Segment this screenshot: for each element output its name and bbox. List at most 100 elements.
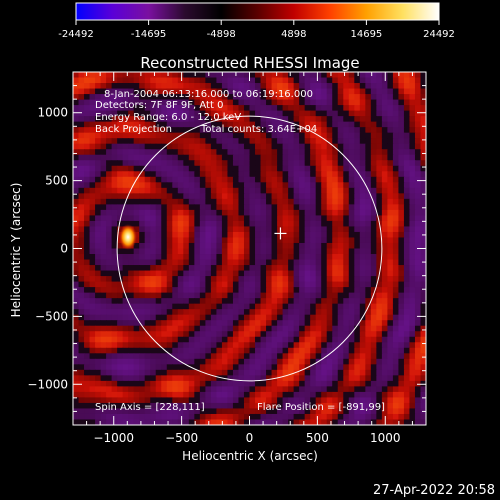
heatmap-cell <box>139 375 146 382</box>
heatmap-cell <box>221 386 229 393</box>
heatmap-cell <box>293 413 300 421</box>
heatmap-cell <box>238 364 245 371</box>
heatmap-cell <box>381 320 388 327</box>
heatmap-cell <box>304 72 311 79</box>
heatmap-cell <box>122 143 129 150</box>
heatmap-cell <box>221 237 229 244</box>
heatmap-cell <box>249 226 256 233</box>
heatmap-cell <box>188 165 195 172</box>
heatmap-cell <box>299 254 306 261</box>
heatmap-cell <box>210 298 218 305</box>
heatmap-cell <box>398 165 405 172</box>
heatmap-cell <box>348 391 355 399</box>
heatmap-cell <box>100 226 107 233</box>
heatmap-cell <box>106 413 113 421</box>
heatmap-cell <box>161 160 168 167</box>
heatmap-cell <box>84 358 91 365</box>
heatmap-cell <box>260 215 267 222</box>
heatmap-cell <box>150 369 157 376</box>
heatmap-cell <box>266 292 273 299</box>
heatmap-cell <box>133 331 140 338</box>
heatmap-cell <box>260 254 267 261</box>
heatmap-cell <box>304 99 311 106</box>
heatmap-cell <box>249 72 256 79</box>
heatmap-cell <box>78 193 85 200</box>
heatmap-cell <box>133 193 140 200</box>
heatmap-cell <box>392 342 400 349</box>
heatmap-cell <box>227 143 234 150</box>
heatmap-cell <box>343 176 350 183</box>
heatmap-cell <box>205 402 212 410</box>
heatmap-cell <box>227 198 234 205</box>
heatmap-cell <box>293 342 300 349</box>
heatmap-cell <box>122 132 129 139</box>
heatmap-cell <box>266 391 273 399</box>
heatmap-cell <box>304 380 311 387</box>
heatmap-cell <box>255 160 262 167</box>
heatmap-cell <box>111 309 118 316</box>
heatmap-cell <box>78 99 85 106</box>
heatmap-cell <box>221 127 229 134</box>
heatmap-cell <box>133 105 140 112</box>
heatmap-cell <box>343 309 350 316</box>
heatmap-cell <box>172 209 179 217</box>
heatmap-cell <box>128 369 135 376</box>
heatmap-cell <box>266 209 273 217</box>
heatmap-cell <box>117 353 124 360</box>
heatmap-cell <box>128 88 135 95</box>
heatmap-cell <box>332 176 339 183</box>
heatmap-cell <box>122 364 129 371</box>
heatmap-cell <box>271 419 278 425</box>
heatmap-cell <box>232 259 240 266</box>
heatmap-cell <box>117 331 124 338</box>
heatmap-cell <box>199 309 206 316</box>
heatmap-cell <box>172 287 179 294</box>
heatmap-cell <box>409 391 416 399</box>
heatmap-cell <box>348 281 355 288</box>
heatmap-cell <box>387 265 394 272</box>
heatmap-cell <box>177 364 184 371</box>
heatmap-cell <box>266 342 273 349</box>
heatmap-cell <box>166 419 173 425</box>
heatmap-cell <box>260 347 267 354</box>
heatmap-cell <box>304 298 311 305</box>
heatmap-cell <box>139 397 146 404</box>
heatmap-cell <box>194 171 201 178</box>
heatmap-cell <box>150 209 157 217</box>
heatmap-cell <box>84 270 91 277</box>
heatmap-cell <box>299 276 306 283</box>
heatmap-cell <box>299 88 306 95</box>
heatmap-cell <box>403 127 411 134</box>
heatmap-cell <box>238 276 245 283</box>
heatmap-cell <box>100 242 107 250</box>
heatmap-cell <box>376 248 383 255</box>
heatmap-cell <box>277 408 284 415</box>
heatmap-cell <box>304 292 311 299</box>
heatmap-cell <box>243 110 251 117</box>
heatmap-cell <box>365 193 372 200</box>
heatmap-cell <box>122 127 129 134</box>
heatmap-cell <box>166 364 173 371</box>
heatmap-cell <box>89 386 96 393</box>
heatmap-cell <box>260 248 267 255</box>
heatmap-cell <box>398 154 405 161</box>
heatmap-cell <box>255 402 262 410</box>
heatmap-cell <box>150 132 157 139</box>
heatmap-cell <box>398 353 405 360</box>
heatmap-cell <box>199 386 206 393</box>
heatmap-cell <box>321 160 328 167</box>
heatmap-cell <box>84 386 91 393</box>
heatmap-cell <box>398 369 405 376</box>
heatmap-cell <box>78 105 85 112</box>
heatmap-cell <box>194 220 201 228</box>
heatmap-cell <box>188 99 195 106</box>
heatmap-cell <box>299 220 306 228</box>
heatmap-cell <box>150 402 157 410</box>
heatmap-cell <box>188 391 195 399</box>
heatmap-cell <box>221 347 229 354</box>
heatmap-cell <box>282 353 289 360</box>
heatmap-cell <box>266 116 273 123</box>
heatmap-cell <box>128 259 135 266</box>
heatmap-cell <box>139 309 146 316</box>
heatmap-cell <box>299 408 306 415</box>
